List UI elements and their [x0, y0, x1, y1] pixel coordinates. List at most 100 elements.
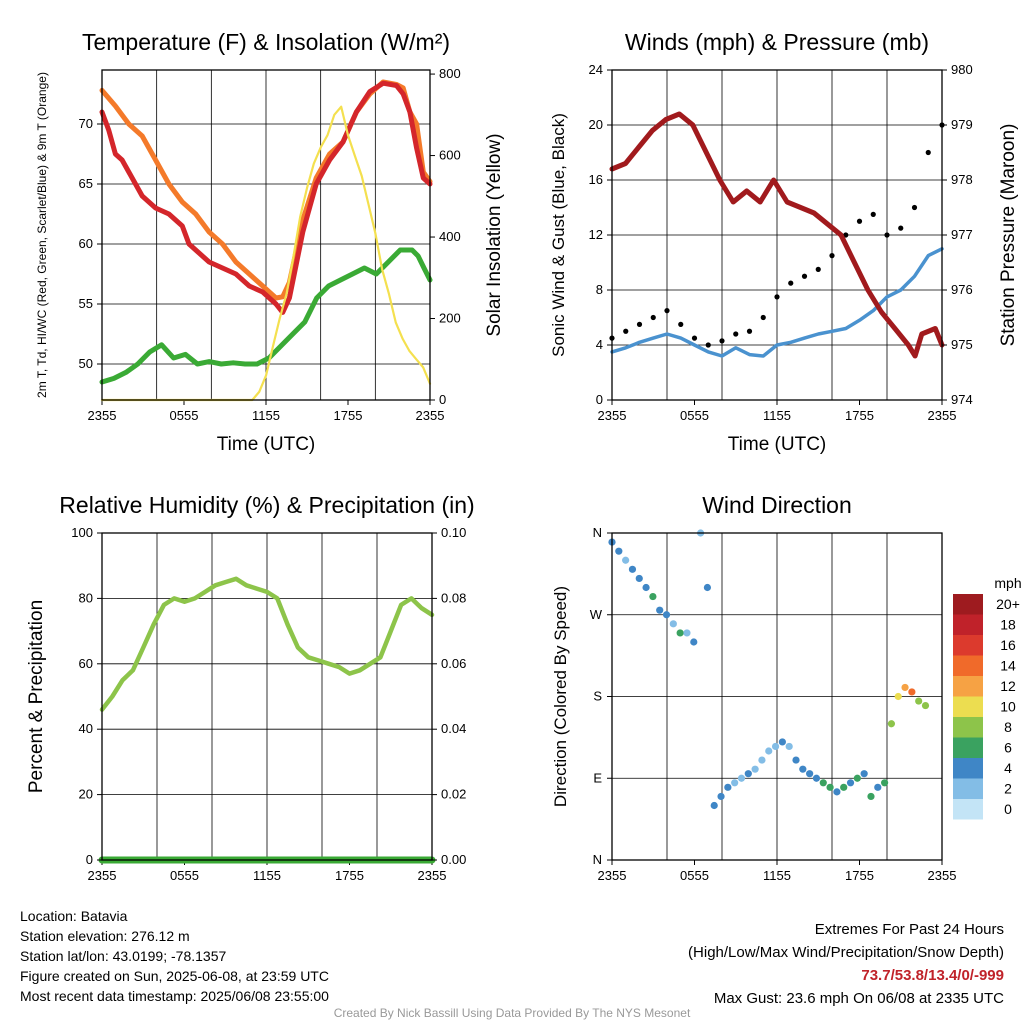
gust-point	[856, 218, 863, 224]
x-tick-label: 1155	[763, 408, 791, 423]
y2-tick-label: 0.10	[441, 525, 466, 540]
y2-tick-label: 600	[439, 148, 461, 163]
direction-point	[656, 606, 664, 614]
legend-label: 16	[1000, 637, 1016, 653]
legend-label: 12	[1000, 678, 1016, 694]
chart-panel-1: Temperature (F) & Insolation (W/m²)2355 0…	[35, 29, 505, 455]
gust-point	[623, 328, 629, 334]
legend-label: 18	[1000, 617, 1016, 633]
legend-label: 4	[1004, 760, 1012, 776]
y-tick-label: 40	[79, 721, 93, 736]
y-tick-label: 60	[79, 656, 93, 671]
direction-point	[921, 701, 930, 710]
legend-swatch	[953, 696, 983, 717]
direction-point	[840, 783, 848, 791]
x-tick-label: 1755	[334, 408, 363, 423]
y2-tick-label: 974	[951, 392, 973, 407]
plot-frame	[101, 532, 433, 861]
direction-point	[622, 556, 630, 564]
x-tick-label: 0555	[680, 408, 709, 423]
legend-swatch	[953, 594, 983, 615]
direction-point	[731, 779, 739, 787]
direction-point	[901, 683, 909, 692]
direction-point	[703, 583, 712, 592]
legend-swatch	[953, 676, 983, 697]
credit-text: Created By Nick Bassill Using Data Provi…	[333, 1006, 691, 1020]
y2-tick-label: 800	[439, 66, 461, 81]
x-tick-label: 1755	[845, 408, 874, 423]
legend-label: 8	[1004, 719, 1012, 735]
x-tick-label: 2355	[928, 408, 957, 423]
legend-swatch	[953, 717, 983, 738]
direction-point	[765, 747, 773, 755]
y2-tick-label: 0.04	[441, 721, 466, 736]
series-line	[99, 247, 433, 385]
x-tick-label: 1155	[763, 868, 791, 883]
y-tick-label: 24	[589, 62, 603, 77]
extremes-panel: Extremes For Past 24 Hours (High/Low/Max…	[688, 918, 1004, 1010]
gust-point	[746, 328, 753, 334]
direction-point	[751, 765, 759, 773]
series-line	[99, 576, 435, 712]
legend-label: 6	[1004, 740, 1012, 756]
direction-point	[683, 629, 691, 637]
legend-label: 20+	[996, 596, 1020, 612]
direction-point	[717, 792, 725, 801]
gust-point	[691, 335, 698, 341]
y2-tick-label: 0.06	[441, 656, 466, 671]
direction-point	[867, 792, 875, 801]
x-tick-label: 2355	[416, 408, 445, 423]
gust-point	[925, 149, 931, 156]
x-tick-label: 1155	[253, 868, 281, 883]
y2-tick-label: 976	[951, 282, 973, 297]
gust-point	[884, 232, 890, 238]
direction-point	[758, 756, 766, 764]
y2-tick-label: 0.08	[441, 590, 466, 605]
y-tick-label: 70	[79, 116, 93, 131]
direction-point	[915, 697, 923, 705]
direction-point	[785, 742, 793, 751]
gust-point	[705, 342, 711, 348]
direction-point	[826, 783, 834, 791]
y2-tick-label: 975	[951, 337, 973, 352]
x-axis-label: Time (UTC)	[217, 434, 316, 455]
direction-point	[642, 583, 650, 592]
gust-point	[829, 253, 835, 259]
x-tick-label: 2355	[418, 868, 447, 883]
series-line	[609, 111, 945, 359]
x-tick-label: 0555	[170, 408, 199, 423]
direction-point	[819, 779, 827, 787]
direction-point	[778, 738, 786, 746]
x-tick-label: 1755	[335, 868, 364, 883]
y2-tick-label: 200	[439, 311, 461, 326]
plot-frame	[101, 69, 431, 401]
x-tick-label: 0555	[170, 868, 199, 883]
chart-panel-3: Relative Humidity (%) & Precipitation (i…	[26, 492, 475, 883]
gust-point	[678, 321, 684, 327]
gust-point	[774, 294, 780, 300]
y-tick-label: 0	[86, 852, 93, 867]
y-tick-label: 16	[589, 172, 603, 187]
x-tick-label: 2355	[598, 408, 627, 423]
gust-point	[843, 232, 849, 238]
recent-text: Most recent data timestamp: 2025/06/08 2…	[20, 988, 329, 1004]
y-tick-label: 0	[596, 392, 603, 407]
gust-point	[801, 273, 808, 279]
y-tick-label: 100	[71, 525, 93, 540]
latlon-text: Station lat/lon: 43.0199; -78.1357	[20, 948, 227, 964]
direction-point	[812, 774, 821, 782]
direction-point	[799, 765, 807, 773]
y2-axis-label: Solar Insolation (Yellow)	[484, 133, 505, 336]
y-tick-label: W	[590, 607, 603, 622]
legend-label: 14	[1000, 658, 1016, 674]
x-tick-label: 2355	[598, 868, 627, 883]
chart-title: Relative Humidity (%) & Precipitation (i…	[59, 492, 474, 518]
series-line	[610, 247, 944, 358]
legend-label: 2	[1004, 781, 1012, 797]
y-axis-label: Direction (Colored By Speed)	[551, 586, 570, 807]
x-tick-label: 2355	[88, 868, 117, 883]
y2-tick-label: 977	[951, 227, 973, 242]
legend-swatch	[953, 758, 983, 779]
